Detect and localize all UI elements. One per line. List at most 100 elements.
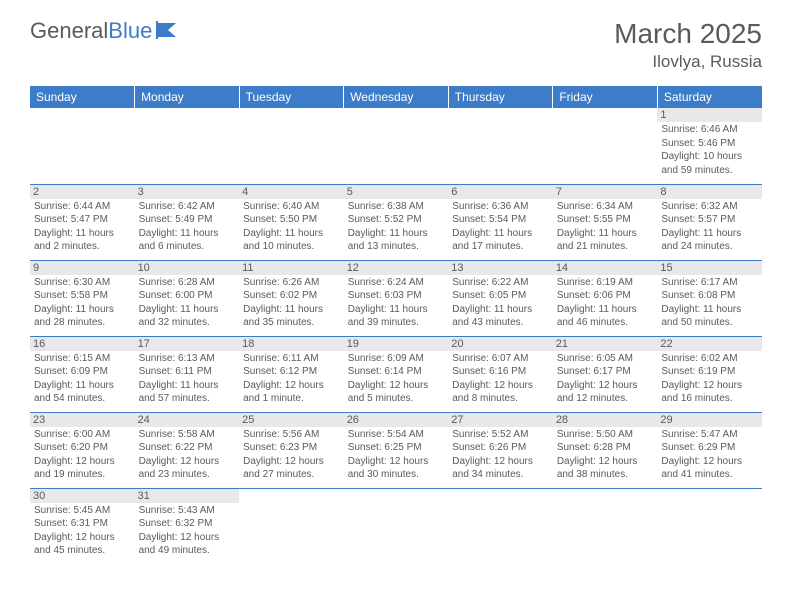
day-details: Sunrise: 6:26 AMSunset: 6:02 PMDaylight:… (243, 276, 340, 330)
calendar-cell: 28Sunrise: 5:50 AMSunset: 6:28 PMDayligh… (553, 412, 658, 488)
day-details: Sunrise: 6:44 AMSunset: 5:47 PMDaylight:… (34, 200, 131, 254)
day-number: 14 (553, 261, 658, 275)
day-details: Sunrise: 6:42 AMSunset: 5:49 PMDaylight:… (139, 200, 236, 254)
day-number: 20 (448, 337, 553, 351)
day-header: Sunday (30, 86, 135, 108)
day-number: 5 (344, 185, 449, 199)
calendar-row: 2Sunrise: 6:44 AMSunset: 5:47 PMDaylight… (30, 184, 762, 260)
calendar-cell-empty (344, 488, 449, 564)
calendar-cell: 25Sunrise: 5:56 AMSunset: 6:23 PMDayligh… (239, 412, 344, 488)
logo-word1: General (30, 18, 108, 44)
day-number: 10 (135, 261, 240, 275)
calendar-cell: 24Sunrise: 5:58 AMSunset: 6:22 PMDayligh… (135, 412, 240, 488)
day-details: Sunrise: 5:43 AMSunset: 6:32 PMDaylight:… (139, 504, 236, 558)
day-number: 25 (239, 413, 344, 427)
calendar-cell: 15Sunrise: 6:17 AMSunset: 6:08 PMDayligh… (657, 260, 762, 336)
day-header: Monday (135, 86, 240, 108)
day-details: Sunrise: 6:15 AMSunset: 6:09 PMDaylight:… (34, 352, 131, 406)
day-number: 31 (135, 489, 240, 503)
day-number: 12 (344, 261, 449, 275)
calendar-cell: 29Sunrise: 5:47 AMSunset: 6:29 PMDayligh… (657, 412, 762, 488)
calendar-row: 23Sunrise: 6:00 AMSunset: 6:20 PMDayligh… (30, 412, 762, 488)
day-number: 28 (553, 413, 658, 427)
day-header: Wednesday (344, 86, 449, 108)
day-number: 15 (657, 261, 762, 275)
calendar-cell: 22Sunrise: 6:02 AMSunset: 6:19 PMDayligh… (657, 336, 762, 412)
day-number: 7 (553, 185, 658, 199)
calendar-body: 1Sunrise: 6:46 AMSunset: 5:46 PMDaylight… (30, 108, 762, 564)
day-number: 13 (448, 261, 553, 275)
day-details: Sunrise: 6:22 AMSunset: 6:05 PMDaylight:… (452, 276, 549, 330)
calendar-cell: 17Sunrise: 6:13 AMSunset: 6:11 PMDayligh… (135, 336, 240, 412)
calendar-cell: 6Sunrise: 6:36 AMSunset: 5:54 PMDaylight… (448, 184, 553, 260)
calendar-cell: 5Sunrise: 6:38 AMSunset: 5:52 PMDaylight… (344, 184, 449, 260)
calendar-cell: 21Sunrise: 6:05 AMSunset: 6:17 PMDayligh… (553, 336, 658, 412)
calendar-cell: 1Sunrise: 6:46 AMSunset: 5:46 PMDaylight… (657, 108, 762, 184)
calendar-cell: 18Sunrise: 6:11 AMSunset: 6:12 PMDayligh… (239, 336, 344, 412)
calendar-cell-empty (135, 108, 240, 184)
day-header: Saturday (657, 86, 762, 108)
calendar-cell: 27Sunrise: 5:52 AMSunset: 6:26 PMDayligh… (448, 412, 553, 488)
calendar-cell-empty (448, 108, 553, 184)
day-number: 11 (239, 261, 344, 275)
day-number: 1 (657, 108, 762, 122)
day-number: 4 (239, 185, 344, 199)
logo-flag-icon (156, 21, 182, 39)
day-number: 24 (135, 413, 240, 427)
day-number: 16 (30, 337, 135, 351)
calendar-table: SundayMondayTuesdayWednesdayThursdayFrid… (30, 86, 762, 564)
day-details: Sunrise: 5:54 AMSunset: 6:25 PMDaylight:… (348, 428, 445, 482)
calendar-cell: 9Sunrise: 6:30 AMSunset: 5:58 PMDaylight… (30, 260, 135, 336)
day-details: Sunrise: 6:38 AMSunset: 5:52 PMDaylight:… (348, 200, 445, 254)
day-number: 3 (135, 185, 240, 199)
day-header: Thursday (448, 86, 553, 108)
calendar-cell: 8Sunrise: 6:32 AMSunset: 5:57 PMDaylight… (657, 184, 762, 260)
day-number: 30 (30, 489, 135, 503)
calendar-cell-empty (239, 488, 344, 564)
calendar-head: SundayMondayTuesdayWednesdayThursdayFrid… (30, 86, 762, 108)
day-details: Sunrise: 6:24 AMSunset: 6:03 PMDaylight:… (348, 276, 445, 330)
day-number: 23 (30, 413, 135, 427)
calendar-cell: 31Sunrise: 5:43 AMSunset: 6:32 PMDayligh… (135, 488, 240, 564)
day-details: Sunrise: 6:11 AMSunset: 6:12 PMDaylight:… (243, 352, 340, 406)
calendar-cell: 16Sunrise: 6:15 AMSunset: 6:09 PMDayligh… (30, 336, 135, 412)
day-number: 21 (553, 337, 658, 351)
calendar-cell: 30Sunrise: 5:45 AMSunset: 6:31 PMDayligh… (30, 488, 135, 564)
calendar-cell: 20Sunrise: 6:07 AMSunset: 6:16 PMDayligh… (448, 336, 553, 412)
day-details: Sunrise: 6:05 AMSunset: 6:17 PMDaylight:… (557, 352, 654, 406)
calendar-cell: 2Sunrise: 6:44 AMSunset: 5:47 PMDaylight… (30, 184, 135, 260)
day-details: Sunrise: 6:46 AMSunset: 5:46 PMDaylight:… (661, 123, 758, 177)
day-details: Sunrise: 5:45 AMSunset: 6:31 PMDaylight:… (34, 504, 131, 558)
day-details: Sunrise: 5:50 AMSunset: 6:28 PMDaylight:… (557, 428, 654, 482)
calendar-cell-empty (448, 488, 553, 564)
day-details: Sunrise: 6:02 AMSunset: 6:19 PMDaylight:… (661, 352, 758, 406)
calendar-row: 9Sunrise: 6:30 AMSunset: 5:58 PMDaylight… (30, 260, 762, 336)
calendar-cell-empty (553, 488, 658, 564)
day-details: Sunrise: 5:56 AMSunset: 6:23 PMDaylight:… (243, 428, 340, 482)
location: Ilovlya, Russia (614, 52, 762, 72)
calendar-cell: 26Sunrise: 5:54 AMSunset: 6:25 PMDayligh… (344, 412, 449, 488)
day-details: Sunrise: 6:40 AMSunset: 5:50 PMDaylight:… (243, 200, 340, 254)
day-details: Sunrise: 6:36 AMSunset: 5:54 PMDaylight:… (452, 200, 549, 254)
day-details: Sunrise: 6:17 AMSunset: 6:08 PMDaylight:… (661, 276, 758, 330)
calendar-cell: 7Sunrise: 6:34 AMSunset: 5:55 PMDaylight… (553, 184, 658, 260)
day-number: 6 (448, 185, 553, 199)
day-header: Tuesday (239, 86, 344, 108)
day-number: 29 (657, 413, 762, 427)
calendar-cell: 13Sunrise: 6:22 AMSunset: 6:05 PMDayligh… (448, 260, 553, 336)
calendar-cell: 3Sunrise: 6:42 AMSunset: 5:49 PMDaylight… (135, 184, 240, 260)
day-number: 8 (657, 185, 762, 199)
day-number: 22 (657, 337, 762, 351)
day-number: 19 (344, 337, 449, 351)
calendar-row: 16Sunrise: 6:15 AMSunset: 6:09 PMDayligh… (30, 336, 762, 412)
day-details: Sunrise: 5:58 AMSunset: 6:22 PMDaylight:… (139, 428, 236, 482)
day-details: Sunrise: 6:34 AMSunset: 5:55 PMDaylight:… (557, 200, 654, 254)
calendar-cell: 14Sunrise: 6:19 AMSunset: 6:06 PMDayligh… (553, 260, 658, 336)
calendar-cell: 4Sunrise: 6:40 AMSunset: 5:50 PMDaylight… (239, 184, 344, 260)
day-number: 17 (135, 337, 240, 351)
header: GeneralBlue March 2025 Ilovlya, Russia (0, 0, 792, 80)
day-number: 18 (239, 337, 344, 351)
day-details: Sunrise: 5:47 AMSunset: 6:29 PMDaylight:… (661, 428, 758, 482)
day-number: 27 (448, 413, 553, 427)
calendar-cell-empty (553, 108, 658, 184)
